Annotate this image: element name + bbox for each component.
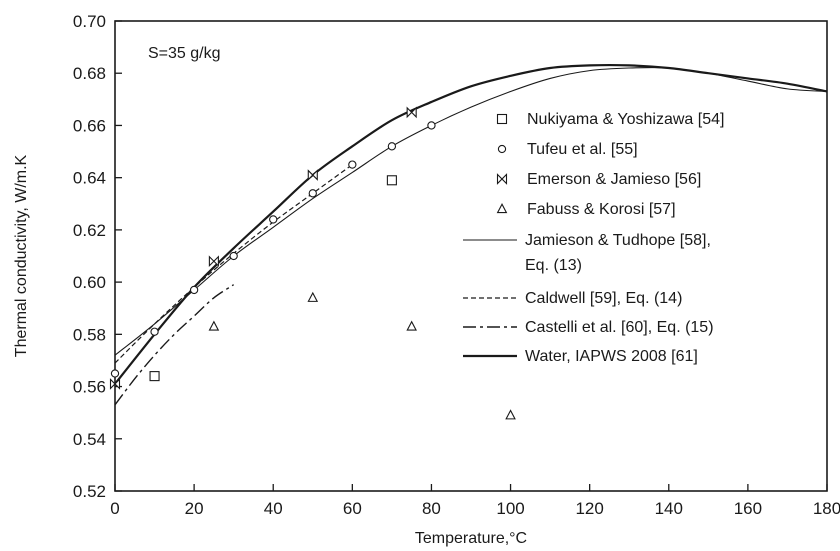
legend-marker-bowtie (496, 173, 508, 185)
legend-marker-circle (497, 144, 507, 154)
data-point-triangle (307, 291, 319, 302)
data-point-triangle (406, 320, 417, 331)
legend-entry: Emerson & Jamieso [56] (496, 171, 701, 188)
legend-label-continuation: Eq. (13) (525, 257, 582, 274)
data-point-triangle (505, 409, 516, 420)
y-tick-label: 0.68 (73, 64, 106, 83)
x-tick-label: 100 (496, 499, 524, 518)
data-point-circle (427, 121, 436, 130)
axis-ticks: 0 20 40 60 80 100 120 140 160 180 0.52 0.54 0.56 0.58… (73, 12, 840, 518)
legend-entry: Water, IAPWS 2008 [61] (463, 348, 698, 365)
y-tick-label: 0.70 (73, 12, 106, 31)
data-point-circle (150, 327, 159, 336)
x-axis-title: Temperature,°C (415, 530, 527, 547)
x-tick-label: 160 (734, 499, 762, 518)
data-point-triangle (208, 320, 220, 331)
y-tick-label: 0.60 (73, 273, 106, 292)
y-tick-label: 0.52 (73, 482, 106, 501)
y-tick-label: 0.64 (73, 169, 106, 188)
legend-label: Jamieson & Tudhope [58], (525, 232, 711, 249)
data-point-square (386, 175, 397, 186)
data-point-circle (189, 285, 199, 295)
legend-label: Fabuss & Korosi [57] (527, 201, 676, 218)
data-point-circle (110, 369, 120, 378)
x-tick-label: 40 (264, 499, 283, 518)
x-tick-label: 20 (185, 499, 204, 518)
legend-label: Emerson & Jamieso [56] (527, 171, 701, 188)
data-point-circle (387, 142, 397, 151)
x-tick-label: 60 (343, 499, 362, 518)
series-line-6 (114, 284, 235, 406)
legend-label: Water, IAPWS 2008 [61] (525, 348, 698, 365)
y-tick-label: 0.54 (73, 430, 106, 449)
legend-label: Tufeu et al. [55] (527, 141, 638, 158)
data-point-circle (308, 189, 317, 198)
x-tick-label: 0 (110, 499, 119, 518)
data-point-bowtie (109, 378, 121, 390)
data-point-bowtie (307, 169, 318, 181)
y-tick-label: 0.66 (73, 116, 106, 135)
legend-marker-triangle (496, 203, 508, 214)
data-point-circle (269, 215, 278, 224)
data-point-circle (229, 251, 238, 261)
series-points (109, 106, 516, 420)
legend-marker-square (496, 113, 508, 125)
legend-label: Castelli et al. [60], Eq. (15) (525, 319, 714, 336)
y-tick-label: 0.62 (73, 221, 106, 240)
plot-frame (114, 20, 828, 492)
legend-entry: Fabuss & Korosi [57] (496, 201, 676, 218)
annotation-salinity: S=35 g/kg (148, 45, 221, 62)
legend: Nukiyama & Yoshizawa [54] Tufeu et al. [5… (463, 111, 724, 365)
legend-entry: Castelli et al. [60], Eq. (15) (463, 319, 714, 336)
data-point-bowtie (208, 255, 219, 268)
series-line-7 (114, 63, 828, 385)
data-point-square (149, 371, 160, 382)
x-tick-label: 140 (655, 499, 683, 518)
x-tick-label: 180 (813, 499, 840, 518)
x-tick-label: 80 (422, 499, 441, 518)
legend-entry: Caldwell [59], Eq. (14) (463, 290, 682, 307)
y-tick-label: 0.56 (73, 378, 106, 397)
data-point-bowtie (406, 106, 417, 119)
x-tick-label: 120 (575, 499, 603, 518)
legend-entry: Jamieson & Tudhope [58], Eq. (13) (463, 232, 711, 274)
y-axis-title: Thermal conductivity, W/m.K (13, 154, 30, 357)
legend-entry: Tufeu et al. [55] (497, 141, 638, 158)
legend-entry: Nukiyama & Yoshizawa [54] (496, 111, 724, 128)
legend-label: Caldwell [59], Eq. (14) (525, 290, 682, 307)
y-tick-label: 0.58 (73, 325, 106, 344)
data-point-circle (348, 160, 357, 169)
legend-label: Nukiyama & Yoshizawa [54] (527, 111, 724, 128)
